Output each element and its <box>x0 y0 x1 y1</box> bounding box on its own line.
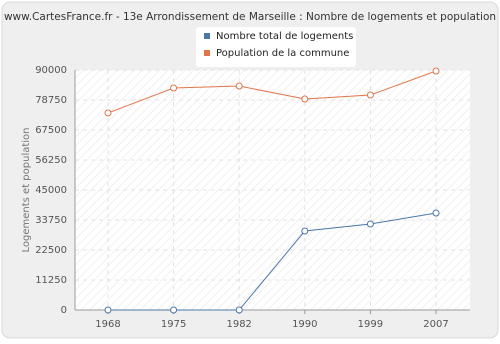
point <box>104 306 112 314</box>
y-tick-label: 45000 <box>35 185 67 196</box>
y-tick-label: 11250 <box>35 275 67 286</box>
y-tick-label: 0 <box>61 305 67 316</box>
legend-swatch <box>204 33 210 39</box>
legend-swatch <box>204 50 210 56</box>
x-tick-label: 1990 <box>292 319 317 330</box>
point <box>432 209 440 217</box>
y-tick-label: 90000 <box>35 65 67 76</box>
x-tick-label: 1968 <box>95 319 120 330</box>
point <box>104 109 112 117</box>
point <box>235 82 243 90</box>
x-tick-label: 1999 <box>358 319 383 330</box>
point <box>301 227 309 235</box>
legend <box>196 27 356 67</box>
y-tick-label: 22500 <box>35 245 67 256</box>
point <box>366 220 374 228</box>
legend-label: Population de la commune <box>216 48 349 59</box>
y-tick-label: 67500 <box>35 125 67 136</box>
point <box>235 306 243 314</box>
x-tick-label: 2007 <box>423 319 448 330</box>
point <box>366 91 374 99</box>
y-tick-label: 56250 <box>35 155 67 166</box>
legend-label: Nombre total de logements <box>216 31 353 42</box>
x-tick-label: 1975 <box>161 319 186 330</box>
series-line <box>107 70 437 114</box>
y-tick-label: 78750 <box>35 95 67 106</box>
point <box>301 95 309 103</box>
y-tick-label: 33750 <box>35 215 67 226</box>
point <box>432 67 440 75</box>
point <box>170 84 178 92</box>
series-line <box>108 212 437 311</box>
x-tick-label: 1982 <box>226 319 251 330</box>
point <box>170 306 178 314</box>
y-axis-label: Logements et population <box>21 127 32 252</box>
chart-title: www.CartesFrance.fr - 13e Arrondissement… <box>4 11 496 23</box>
